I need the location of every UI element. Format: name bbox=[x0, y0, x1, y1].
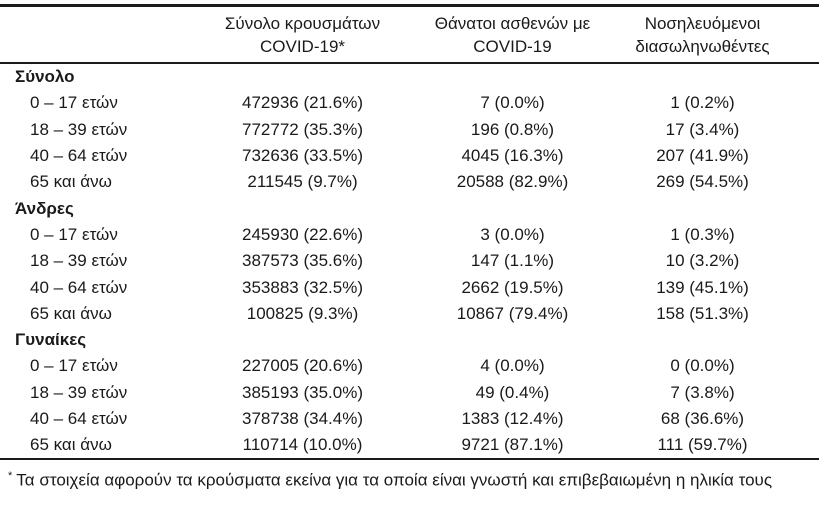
table-body: Σύνολο 0 – 17 ετών 472936 (21.6%) 7 (0.0… bbox=[0, 64, 819, 458]
intubated-value: 139 (45.1%) bbox=[656, 277, 749, 297]
age-group-label: 40 – 64 ετών bbox=[30, 277, 128, 297]
section-header-row-men: Άνδρες bbox=[0, 195, 819, 221]
cases-value: 100825 (9.3%) bbox=[246, 303, 359, 323]
column-header-deaths-line2: COVID-19 bbox=[473, 37, 552, 56]
table-row: 65 και άνω 110714 (10.0%) 9721 (87.1%) 1… bbox=[0, 432, 819, 458]
age-group-label: 18 – 39 ετών bbox=[30, 251, 128, 271]
intubated-value: 207 (41.9%) bbox=[656, 146, 749, 166]
deaths-value: 1383 (12.4%) bbox=[461, 409, 564, 428]
cases-value: 110714 (10.0%) bbox=[242, 435, 363, 455]
cases-value: 387573 (35.6%) bbox=[242, 251, 363, 271]
column-header-cases: Σύνολο κρουσμάτων COVID-19* bbox=[190, 12, 415, 58]
empty-header-cell bbox=[0, 12, 190, 58]
table-row: 0 – 17 ετών 227005 (20.6%) 4 (0.0%) 0 (0… bbox=[0, 353, 819, 379]
section-label: Σύνολο bbox=[15, 67, 75, 87]
age-group-label: 0 – 17 ετών bbox=[30, 356, 118, 376]
age-group-label: 0 – 17 ετών bbox=[30, 224, 118, 244]
table-row: 18 – 39 ετών 385193 (35.0%) 49 (0.4%) 7 … bbox=[0, 380, 819, 406]
covid-age-statistics-table: Σύνολο κρουσμάτων COVID-19* Θάνατοι ασθεν… bbox=[0, 4, 819, 492]
column-header-intubated-line1: Νοσηλευόμενοι bbox=[644, 14, 761, 33]
table-header-row: Σύνολο κρουσμάτων COVID-19* Θάνατοι ασθεν… bbox=[0, 7, 819, 62]
deaths-value: 3 (0.0%) bbox=[480, 224, 545, 244]
cases-value: 732636 (33.5%) bbox=[242, 146, 363, 166]
deaths-value: 196 (0.8%) bbox=[470, 119, 555, 139]
column-header-intubated-line2: διασωληνωθέντες bbox=[635, 37, 770, 56]
intubated-value: 68 (36.6%) bbox=[660, 409, 745, 428]
section-header-row-total: Σύνολο bbox=[0, 64, 819, 90]
table-footnote: * Τα στοιχεία αφορούν τα κρούσματα εκείνα… bbox=[0, 460, 819, 492]
deaths-value: 20588 (82.9%) bbox=[456, 172, 569, 192]
cases-value: 772772 (35.3%) bbox=[242, 119, 363, 139]
table-row: 40 – 64 ετών 732636 (33.5%) 4045 (16.3%)… bbox=[0, 143, 819, 169]
cases-value: 227005 (20.6%) bbox=[242, 356, 363, 376]
table-row: 18 – 39 ετών 772772 (35.3%) 196 (0.8%) 1… bbox=[0, 117, 819, 143]
column-header-intubated: Νοσηλευόμενοι διασωληνωθέντες bbox=[610, 12, 819, 58]
column-header-cases-line2: COVID-19* bbox=[259, 37, 346, 56]
intubated-value: 1 (0.3%) bbox=[670, 224, 735, 244]
cases-value: 385193 (35.0%) bbox=[242, 382, 363, 402]
footnote-text: Τα στοιχεία αφορούν τα κρούσματα εκείνα … bbox=[16, 471, 773, 491]
table-row: 0 – 17 ετών 245930 (22.6%) 3 (0.0%) 1 (0… bbox=[0, 222, 819, 248]
age-group-label: 0 – 17 ετών bbox=[30, 93, 118, 113]
section-header-row-women: Γυναίκες bbox=[0, 327, 819, 353]
intubated-value: 10 (3.2%) bbox=[665, 251, 740, 271]
cases-value: 472936 (21.6%) bbox=[242, 93, 363, 113]
column-header-cases-line1: Σύνολο κρουσμάτων bbox=[224, 14, 381, 33]
table-row: 65 και άνω 211545 (9.7%) 20588 (82.9%) 2… bbox=[0, 169, 819, 195]
age-group-label: 18 – 39 ετών bbox=[30, 119, 128, 139]
table-row: 40 – 64 ετών 378738 (34.4%) 1383 (12.4%)… bbox=[0, 406, 819, 432]
deaths-value: 9721 (87.1%) bbox=[461, 435, 564, 455]
age-group-label: 65 και άνω bbox=[30, 172, 112, 192]
table-header-rule bbox=[0, 62, 819, 64]
cases-value: 353883 (32.5%) bbox=[242, 277, 363, 297]
deaths-value: 4045 (16.3%) bbox=[461, 146, 564, 166]
deaths-value: 49 (0.4%) bbox=[475, 382, 550, 402]
section-label: Άνδρες bbox=[15, 198, 74, 218]
intubated-value: 269 (54.5%) bbox=[656, 172, 749, 192]
intubated-value: 158 (51.3%) bbox=[656, 303, 749, 323]
age-group-label: 65 και άνω bbox=[30, 303, 112, 323]
table-row: 18 – 39 ετών 387573 (35.6%) 147 (1.1%) 1… bbox=[0, 248, 819, 274]
intubated-value: 111 (59.7%) bbox=[657, 435, 748, 455]
intubated-value: 0 (0.0%) bbox=[670, 356, 735, 376]
cases-value: 378738 (34.4%) bbox=[242, 409, 363, 428]
age-group-label: 65 και άνω bbox=[30, 435, 112, 455]
cases-value: 211545 (9.7%) bbox=[247, 172, 358, 192]
intubated-value: 7 (3.8%) bbox=[670, 382, 735, 402]
deaths-value: 2662 (19.5%) bbox=[461, 277, 564, 297]
age-group-label: 40 – 64 ετών bbox=[30, 409, 128, 428]
table-row: 65 και άνω 100825 (9.3%) 10867 (79.4%) 1… bbox=[0, 301, 819, 327]
age-group-label: 40 – 64 ετών bbox=[30, 146, 128, 166]
footnote-asterisk: * bbox=[8, 470, 13, 483]
deaths-value: 10867 (79.4%) bbox=[456, 303, 569, 323]
column-header-deaths-line1: Θάνατοι ασθενών με bbox=[434, 14, 591, 33]
deaths-value: 147 (1.1%) bbox=[470, 251, 555, 271]
age-group-label: 18 – 39 ετών bbox=[30, 382, 128, 402]
intubated-value: 1 (0.2%) bbox=[670, 93, 735, 113]
column-header-deaths: Θάνατοι ασθενών με COVID-19 bbox=[415, 12, 610, 58]
table-bottom-rule bbox=[0, 458, 819, 461]
table-row: 40 – 64 ετών 353883 (32.5%) 2662 (19.5%)… bbox=[0, 274, 819, 300]
deaths-value: 4 (0.0%) bbox=[480, 356, 545, 376]
intubated-value: 17 (3.4%) bbox=[665, 119, 740, 139]
table-row: 0 – 17 ετών 472936 (21.6%) 7 (0.0%) 1 (0… bbox=[0, 90, 819, 116]
table-top-rule bbox=[0, 4, 819, 7]
cases-value: 245930 (22.6%) bbox=[242, 224, 363, 244]
deaths-value: 7 (0.0%) bbox=[480, 93, 545, 113]
section-label: Γυναίκες bbox=[15, 330, 87, 350]
